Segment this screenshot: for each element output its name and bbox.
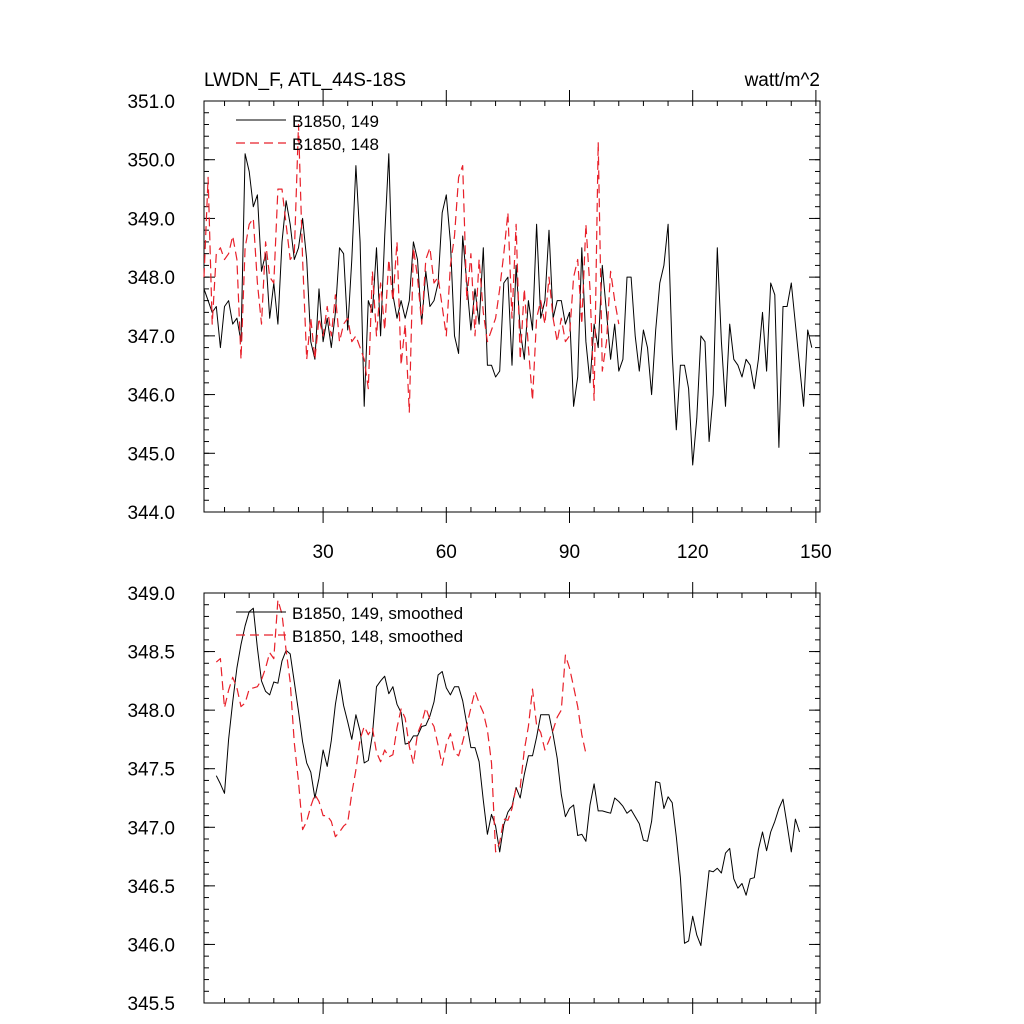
lower-series-line-2: [215, 599, 587, 853]
upper-x-tick-label: 120: [677, 542, 709, 563]
lower-y-tick-label: 347.0: [127, 818, 175, 839]
upper-y-tick-label: 348.0: [127, 268, 175, 289]
upper-legend: B1850, 149 B1850, 148: [236, 112, 379, 154]
upper-x-tick-label: 30: [313, 542, 334, 563]
lower-legend: B1850, 149, smoothed B1850, 148, smoothe…: [236, 604, 463, 646]
upper-y-tick-label: 347.0: [127, 327, 175, 348]
upper-chart-panel: LWDN_F, ATL_44S-18S watt/m^2 344.0345.03…: [127, 70, 831, 563]
upper-plot-frame: [203, 100, 821, 513]
lower-y-tick-label: 346.0: [127, 935, 175, 956]
upper-y-tick-label: 345.0: [127, 444, 175, 465]
upper-y-tick-label: 346.0: [127, 386, 175, 407]
lower-y-tick-label: 349.0: [127, 584, 175, 605]
upper-y-tick-label: 344.0: [127, 503, 175, 524]
upper-x-tick-label: 150: [800, 542, 832, 563]
lower-plot-frame: [203, 592, 821, 1004]
lower-chart-panel: 345.5 346.0 346.5 347.0 347.5 348.0 348.5 349.0…: [127, 582, 821, 1015]
lower-series-line-1: [215, 607, 800, 947]
upper-y-tick-label: 351.0: [127, 92, 175, 113]
legend-label-148: B1850, 148: [292, 135, 379, 154]
legend-label-149-smoothed: B1850, 149, smoothed: [292, 604, 463, 623]
upper-series-lines: [203, 123, 813, 466]
legend-label-149: B1850, 149: [292, 112, 379, 131]
upper-axes: 344.0 345.0 346.0 347.0 348.0 349.0 350.0 351.0…: [127, 90, 832, 563]
legend-label-148-smoothed: B1850, 148, smoothed: [292, 627, 463, 646]
upper-y-tick-label: 349.0: [127, 209, 175, 230]
chart-title: LWDN_F, ATL_44S-18S: [204, 70, 406, 91]
lower-y-tick-label: 346.5: [127, 877, 175, 898]
lower-y-tick-label: 348.5: [127, 643, 175, 664]
lower-y-tick-label: 345.5: [127, 994, 175, 1015]
lower-series-lines: [215, 599, 800, 947]
lower-y-tick-label: 348.0: [127, 701, 175, 722]
units-label: watt/m^2: [744, 70, 820, 91]
upper-series-line-2: [203, 123, 620, 413]
upper-series-line-1: [203, 153, 813, 466]
upper-x-tick-label: 90: [559, 542, 580, 563]
upper-x-tick-label: 60: [436, 542, 457, 563]
upper-y-tick-label: 350.0: [127, 151, 175, 172]
lower-y-tick-label: 347.5: [127, 760, 175, 781]
lower-axes: 345.5 346.0 346.5 347.0 347.5 348.0 348.5 349.0: [127, 582, 821, 1015]
